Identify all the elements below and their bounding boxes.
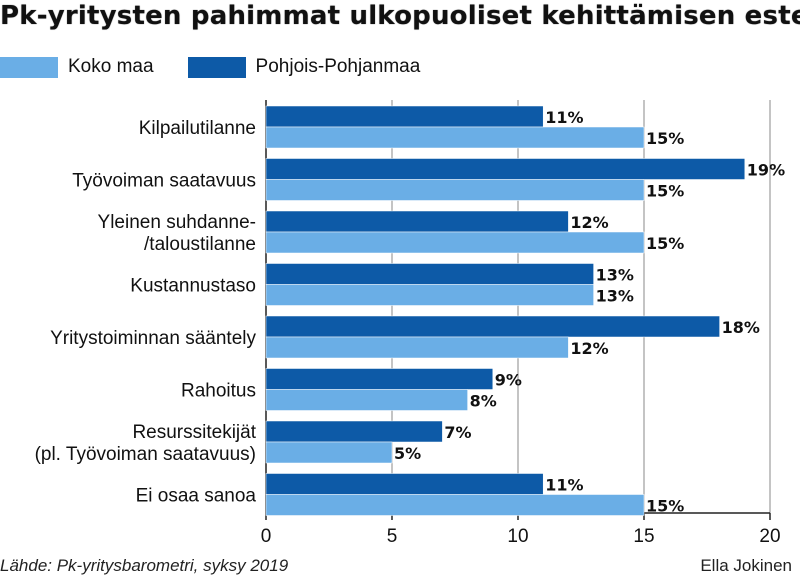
bar (265, 126, 645, 149)
bar (265, 179, 645, 201)
data-label: 15% (646, 129, 684, 148)
bar (265, 368, 494, 390)
legend-swatch-koko-maa (0, 56, 58, 78)
bar (265, 284, 594, 306)
bar (265, 263, 594, 285)
bar (265, 231, 645, 254)
data-label: 13% (596, 266, 634, 285)
data-label: 18% (722, 318, 760, 337)
x-tick-label: 5 (387, 526, 398, 547)
legend: Koko maa Pohjois-Pohjanmaa (0, 55, 454, 79)
bar (265, 336, 569, 359)
bar (265, 389, 468, 411)
category-label: Kustannustaso (130, 276, 256, 297)
data-label: 5% (394, 444, 421, 463)
bar (265, 315, 720, 338)
legend-swatch-pohjois-pohjanmaa (187, 56, 246, 78)
x-tick-label: 10 (507, 526, 528, 547)
author-credit: Ella Jokinen (700, 556, 792, 575)
bar (265, 420, 443, 443)
data-label: 19% (747, 161, 785, 180)
legend-label-pohjois-pohjanmaa: Pohjois-Pohjanmaa (255, 56, 421, 77)
category-label: /taloustilanne (144, 234, 256, 255)
legend-label-koko-maa: Koko maa (68, 56, 154, 77)
data-label: 15% (646, 497, 684, 516)
bar (265, 441, 393, 464)
category-label: Rahoitus (181, 381, 256, 402)
chart-title: Pk-yritysten pahimmat ulkopuoliset kehit… (0, 1, 800, 31)
legend-item-koko-maa: Koko maa (0, 56, 154, 78)
bar (265, 473, 544, 495)
bar (265, 158, 746, 180)
category-label: (pl. Työvoiman saatavuus) (35, 444, 256, 465)
bar (265, 210, 569, 233)
x-tick-label: 0 (261, 526, 272, 547)
category-label: Työvoiman saatavuus (72, 171, 256, 192)
data-label: 7% (444, 423, 471, 442)
category-label: Yritystoiminnan sääntely (50, 328, 256, 349)
data-label: 12% (570, 339, 608, 358)
data-label: 12% (570, 213, 608, 232)
data-label: 9% (495, 371, 522, 390)
bar (265, 105, 544, 128)
legend-item-pohjois-pohjanmaa: Pohjois-Pohjanmaa (187, 56, 421, 78)
data-label: 15% (646, 182, 684, 201)
data-label: 15% (646, 234, 684, 253)
data-label: 11% (545, 108, 583, 127)
x-tick-label: 15 (633, 526, 654, 547)
x-tick-label: 20 (759, 526, 780, 547)
data-label: 8% (470, 392, 497, 411)
bar (265, 494, 645, 516)
data-label: 13% (596, 287, 634, 306)
category-label: Ei osaa sanoa (136, 486, 257, 507)
category-label: Resurssitekijät (132, 422, 256, 443)
category-label: Kilpailutilanne (139, 118, 256, 139)
source-note: Lähde: Pk-yritysbarometri, syksy 2019 (0, 556, 289, 575)
data-label: 11% (545, 476, 583, 495)
category-label: Yleinen suhdanne- (98, 212, 256, 233)
